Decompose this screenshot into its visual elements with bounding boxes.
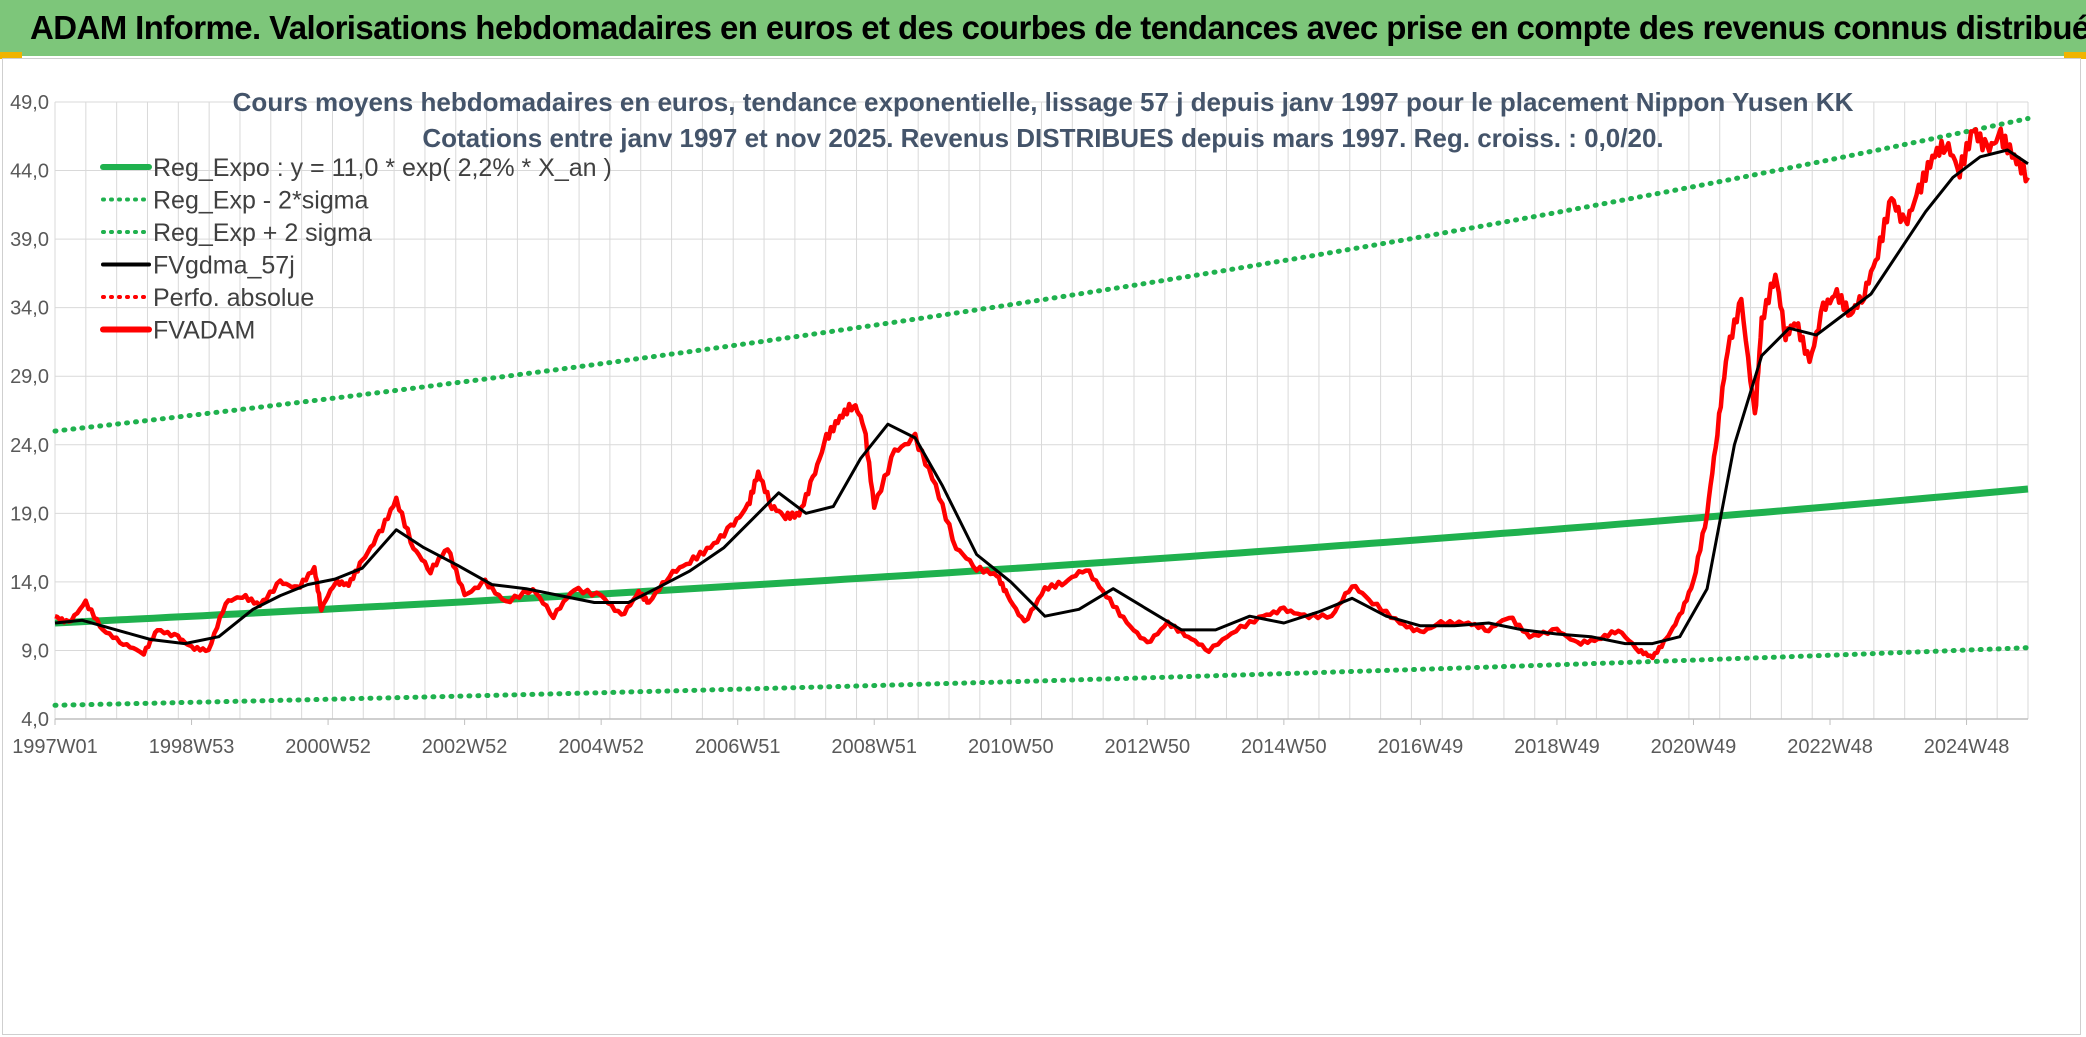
y-tick-label: 19,0 — [10, 503, 49, 525]
x-tick-label: 2024W48 — [1924, 736, 2010, 758]
series-reg-exp-plus-2sigma — [52, 116, 2031, 434]
x-tick-label: 2002W52 — [422, 736, 508, 758]
y-tick-label: 34,0 — [10, 298, 49, 320]
x-tick-label: 2012W50 — [1105, 736, 1191, 758]
y-tick-label: 44,0 — [10, 161, 49, 183]
x-tick-label: 2008W51 — [831, 736, 917, 758]
x-tick-label: 1997W01 — [12, 736, 98, 758]
series-fvgdma-57j — [54, 148, 2029, 646]
legend-label: FVgdma_57j — [153, 252, 295, 280]
x-tick-label: 2020W49 — [1651, 736, 1737, 758]
x-tick-label: 2022W48 — [1787, 736, 1873, 758]
legend-label: Reg_Exp + 2 sigma — [153, 219, 372, 247]
chart-title-line1: Cours moyens hebdomadaires en euros, ten… — [233, 87, 1854, 117]
x-tick-label: 2010W50 — [968, 736, 1054, 758]
chart-title-line2: Cotations entre janv 1997 et nov 2025. R… — [422, 123, 1663, 153]
corner-accent-right — [2064, 52, 2086, 59]
x-tick-label: 1998W53 — [149, 736, 235, 758]
legend-label: Perfo. absolue — [153, 284, 314, 312]
x-tick-label: 2016W49 — [1378, 736, 1464, 758]
chart: 4,0 9,0 14,0 19,0 24,0 29,0 34,0 39,0 44,0 49,0 19… — [10, 87, 2031, 758]
x-tick-label: 2006W51 — [695, 736, 781, 758]
legend-label: FVADAM — [153, 317, 255, 345]
series-reg-expo — [54, 485, 2029, 627]
legend-label: Reg_Exp - 2*sigma — [153, 187, 368, 215]
y-tick-label: 4,0 — [21, 709, 49, 731]
y-tick-label: 29,0 — [10, 366, 49, 388]
y-tick-label: 39,0 — [10, 229, 49, 251]
y-tick-label: 14,0 — [10, 572, 49, 594]
y-tick-label: 9,0 — [21, 640, 49, 662]
series-layer — [52, 116, 2031, 708]
banner: ADAM Informe. Valorisations hebdomadaire… — [0, 0, 2086, 56]
banner-title: ADAM Informe. Valorisations hebdomadaire… — [30, 9, 2086, 46]
corner-accent-left — [0, 52, 22, 59]
legend: Reg_Expo : y = 11,0 * exp( 2,2% * X_an )… — [100, 154, 612, 345]
chart-frame: 4,0 9,0 14,0 19,0 24,0 29,0 34,0 39,0 44,0 49,0 19… — [2, 58, 2081, 1035]
grid: 4,0 9,0 14,0 19,0 24,0 29,0 34,0 39,0 44,0 49,0 19… — [10, 92, 2029, 758]
x-tick-label: 2014W50 — [1241, 736, 1327, 758]
x-tick-label: 2000W52 — [285, 736, 371, 758]
y-tick-label: 24,0 — [10, 435, 49, 457]
series-reg-exp-minus-2sigma — [52, 645, 2031, 708]
legend-label: Reg_Expo : y = 11,0 * exp( 2,2% * X_an ) — [153, 154, 612, 182]
x-tick-label: 2018W49 — [1514, 736, 1600, 758]
y-tick-label: 49,0 — [10, 92, 49, 114]
x-tick-label: 2004W52 — [558, 736, 644, 758]
